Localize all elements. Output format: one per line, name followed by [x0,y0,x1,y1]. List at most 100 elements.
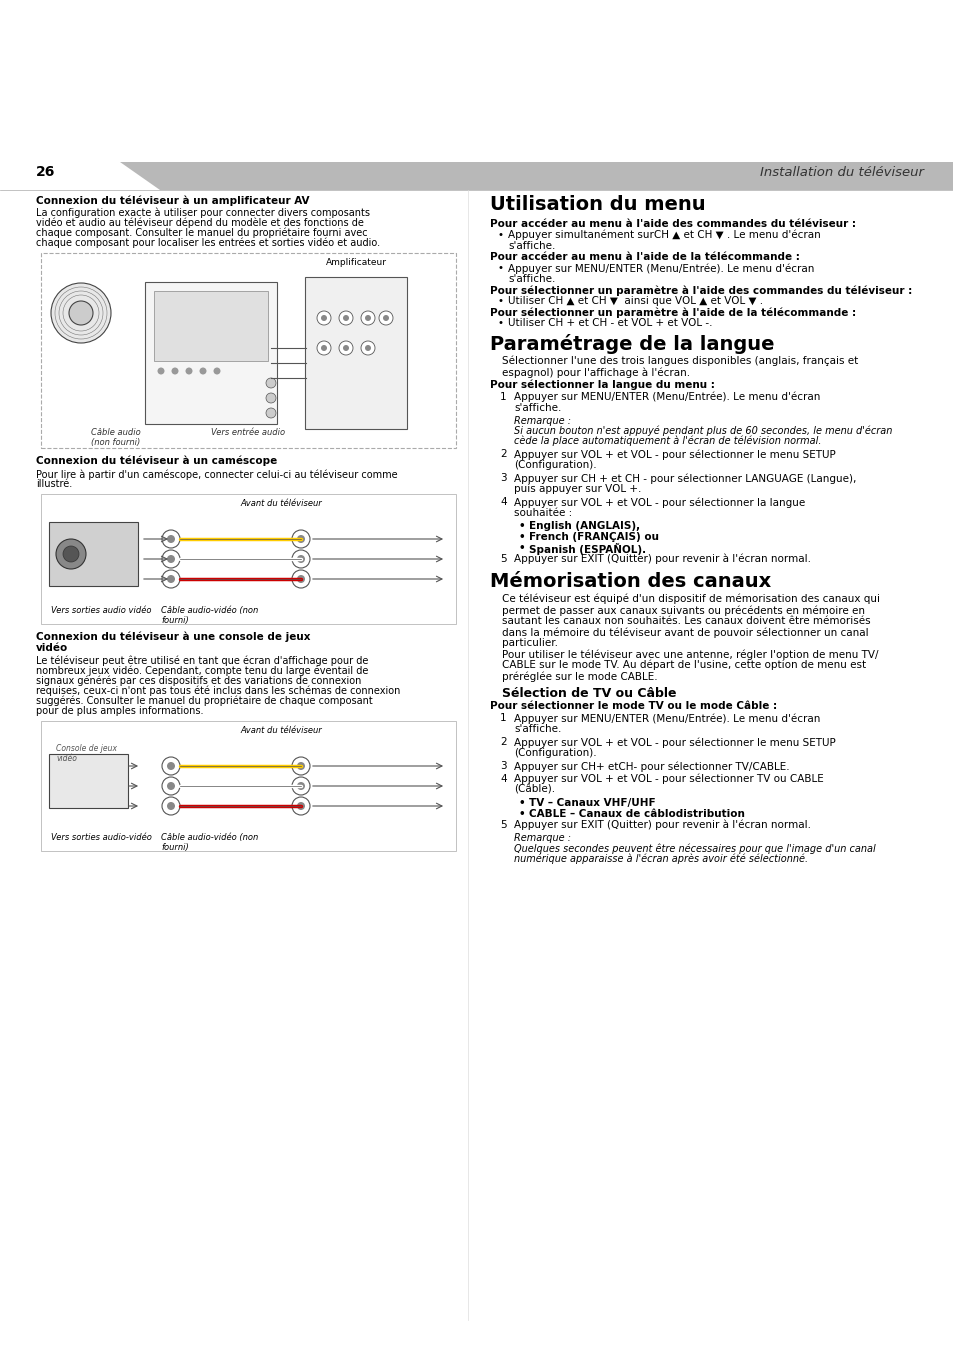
Text: numérique apparaisse à l'écran après avoir été sélectionné.: numérique apparaisse à l'écran après avo… [514,853,807,864]
Text: Si aucun bouton n'est appuyé pendant plus de 60 secondes, le menu d'écran: Si aucun bouton n'est appuyé pendant plu… [514,427,891,436]
Circle shape [213,367,220,374]
Circle shape [338,342,353,355]
Text: Le téléviseur peut être utilisé en tant que écran d'affichage pour de: Le téléviseur peut être utilisé en tant … [36,656,368,667]
Text: Appuyer sur MENU/ENTER (Menu/Entrée). Le menu d'écran: Appuyer sur MENU/ENTER (Menu/Entrée). Le… [514,392,820,402]
Text: Pour lire à partir d'un caméscope, connecter celui-ci au téléviseur comme: Pour lire à partir d'un caméscope, conne… [36,468,397,479]
Text: (Câble).: (Câble). [514,784,555,795]
Circle shape [69,301,92,325]
FancyBboxPatch shape [145,282,276,424]
Text: pour de plus amples informations.: pour de plus amples informations. [36,706,203,716]
Text: suggérés. Consulter le manuel du propriétaire de chaque composant: suggérés. Consulter le manuel du proprié… [36,697,373,706]
Circle shape [162,570,180,589]
Text: Appuyer sur MENU/ENTER (Menu/Entrée). Le menu d'écran: Appuyer sur MENU/ENTER (Menu/Entrée). Le… [507,263,814,274]
Text: particulier.: particulier. [501,639,558,648]
Text: English (ANGLAIS),: English (ANGLAIS), [529,521,639,531]
Circle shape [167,802,174,810]
Circle shape [167,555,174,563]
Text: Appuyer sur MENU/ENTER (Menu/Entrée). Le menu d'écran: Appuyer sur MENU/ENTER (Menu/Entrée). Le… [514,713,820,724]
Bar [41,252,456,448]
Circle shape [296,782,305,790]
Text: Ce téléviseur est équipé d'un dispositif de mémorisation des canaux qui: Ce téléviseur est équipé d'un dispositif… [501,594,879,605]
Text: Utiliser CH + et CH - et VOL + et VOL -.: Utiliser CH + et CH - et VOL + et VOL -. [507,319,712,328]
Text: French (FRANÇAIS) ou: French (FRANÇAIS) ou [529,532,659,541]
Text: Mémorisation des canaux: Mémorisation des canaux [490,572,770,591]
Text: 1: 1 [499,392,506,402]
Text: CABLE sur le mode TV. Au départ de l'usine, cette option de menu est: CABLE sur le mode TV. Au départ de l'usi… [501,660,865,671]
Text: chaque composant. Consulter le manuel du propriétaire fourni avec: chaque composant. Consulter le manuel du… [36,228,367,239]
Text: Utilisation du menu: Utilisation du menu [490,194,705,215]
Text: Avant du téléviseur: Avant du téléviseur [240,726,321,734]
Circle shape [167,535,174,543]
FancyBboxPatch shape [49,522,138,586]
Circle shape [63,545,79,562]
Text: Connexion du téléviseur à un amplificateur AV: Connexion du téléviseur à un amplificate… [36,194,309,205]
Text: Remarque :: Remarque : [514,833,571,842]
Text: Console de jeux
vidéo: Console de jeux vidéo [56,744,117,763]
Circle shape [382,315,389,321]
Text: Quelques secondes peuvent être nécessaires pour que l'image d'un canal: Quelques secondes peuvent être nécessair… [514,842,875,853]
Circle shape [296,575,305,583]
Text: Vers sorties audio-vidéo: Vers sorties audio-vidéo [51,833,152,842]
Circle shape [338,310,353,325]
Circle shape [266,378,275,387]
Text: La configuration exacte à utiliser pour connecter divers composants: La configuration exacte à utiliser pour … [36,208,370,219]
Text: Installation du téléviseur: Installation du téléviseur [760,166,923,178]
Circle shape [162,757,180,775]
Circle shape [167,782,174,790]
Text: préréglée sur le mode CABLE.: préréglée sur le mode CABLE. [501,671,657,682]
Text: •: • [497,319,503,328]
Text: Appuyer sur EXIT (Quitter) pour revenir à l'écran normal.: Appuyer sur EXIT (Quitter) pour revenir … [514,554,810,564]
Circle shape [162,531,180,548]
Text: •: • [518,543,525,554]
Text: •: • [518,809,525,819]
Text: puis appuyer sur VOL +.: puis appuyer sur VOL +. [514,485,640,494]
Text: nombreux jeux vidéo. Cependant, compte tenu du large éventail de: nombreux jeux vidéo. Cependant, compte t… [36,666,368,676]
Text: Pour sélectionner la langue du menu :: Pour sélectionner la langue du menu : [490,379,714,390]
Circle shape [51,284,111,343]
Text: Pour sélectionner le mode TV ou le mode Câble :: Pour sélectionner le mode TV ou le mode … [490,701,777,711]
Text: Vers entrée audio: Vers entrée audio [211,428,285,437]
Text: Pour accéder au menu à l'aide de la télécommande :: Pour accéder au menu à l'aide de la télé… [490,252,799,262]
Text: Pour sélectionner un paramètre à l'aide des commandes du téléviseur :: Pour sélectionner un paramètre à l'aide … [490,285,911,296]
Text: •: • [497,263,503,273]
Text: Sélection de TV ou Câble: Sélection de TV ou Câble [501,687,676,701]
Text: Utiliser CH ▲ et CH ▼  ainsi que VOL ▲ et VOL ▼ .: Utiliser CH ▲ et CH ▼ ainsi que VOL ▲ et… [507,296,762,306]
Circle shape [343,315,349,321]
Circle shape [172,367,178,374]
Circle shape [316,310,331,325]
Text: 4: 4 [499,497,506,508]
Text: Remarque :: Remarque : [514,416,571,427]
FancyBboxPatch shape [49,755,128,809]
Text: s'affiche.: s'affiche. [514,404,560,413]
Circle shape [162,549,180,568]
Text: •: • [518,532,525,541]
Text: Vers sorties audio vidéo: Vers sorties audio vidéo [51,606,152,616]
Circle shape [378,310,393,325]
Circle shape [292,757,310,775]
Text: Pour utiliser le téléviseur avec une antenne, régler l'option de menu TV/: Pour utiliser le téléviseur avec une ant… [501,649,878,660]
Circle shape [320,315,327,321]
Text: •: • [497,296,503,306]
Text: Appuyer simultanément surCH ▲ et CH ▼ . Le menu d'écran: Appuyer simultanément surCH ▲ et CH ▼ . … [507,230,820,240]
Text: Amplificateur: Amplificateur [325,258,386,267]
Text: Pour accéder au menu à l'aide des commandes du téléviseur :: Pour accéder au menu à l'aide des comman… [490,219,855,230]
Text: s'affiche.: s'affiche. [507,274,555,284]
Text: Appuyer sur CH+ etCH- pour sélectionner TV/CABLE.: Appuyer sur CH+ etCH- pour sélectionner … [514,761,789,771]
Text: 1: 1 [499,713,506,724]
Text: souhaitée :: souhaitée : [514,508,572,518]
Text: •: • [497,230,503,240]
Text: 4: 4 [499,774,506,784]
Text: vidéo et audio au téléviseur dépend du modèle et des fonctions de: vidéo et audio au téléviseur dépend du m… [36,217,363,228]
Text: Appuyer sur VOL + et VOL - pour sélectionner TV ou CABLE: Appuyer sur VOL + et VOL - pour sélectio… [514,774,822,784]
Circle shape [296,802,305,810]
Text: 26: 26 [36,165,55,180]
Bar [153,292,268,360]
Text: (Configuration).: (Configuration). [514,748,596,757]
Circle shape [162,796,180,815]
Text: sautant les canaux non souhaités. Les canaux doivent être mémorisés: sautant les canaux non souhaités. Les ca… [501,616,870,626]
Text: •: • [518,521,525,531]
Text: 3: 3 [499,472,506,483]
Bar [41,721,456,850]
Text: Pour sélectionner un paramètre à l'aide de la télécommande :: Pour sélectionner un paramètre à l'aide … [490,306,855,317]
Circle shape [320,346,327,351]
